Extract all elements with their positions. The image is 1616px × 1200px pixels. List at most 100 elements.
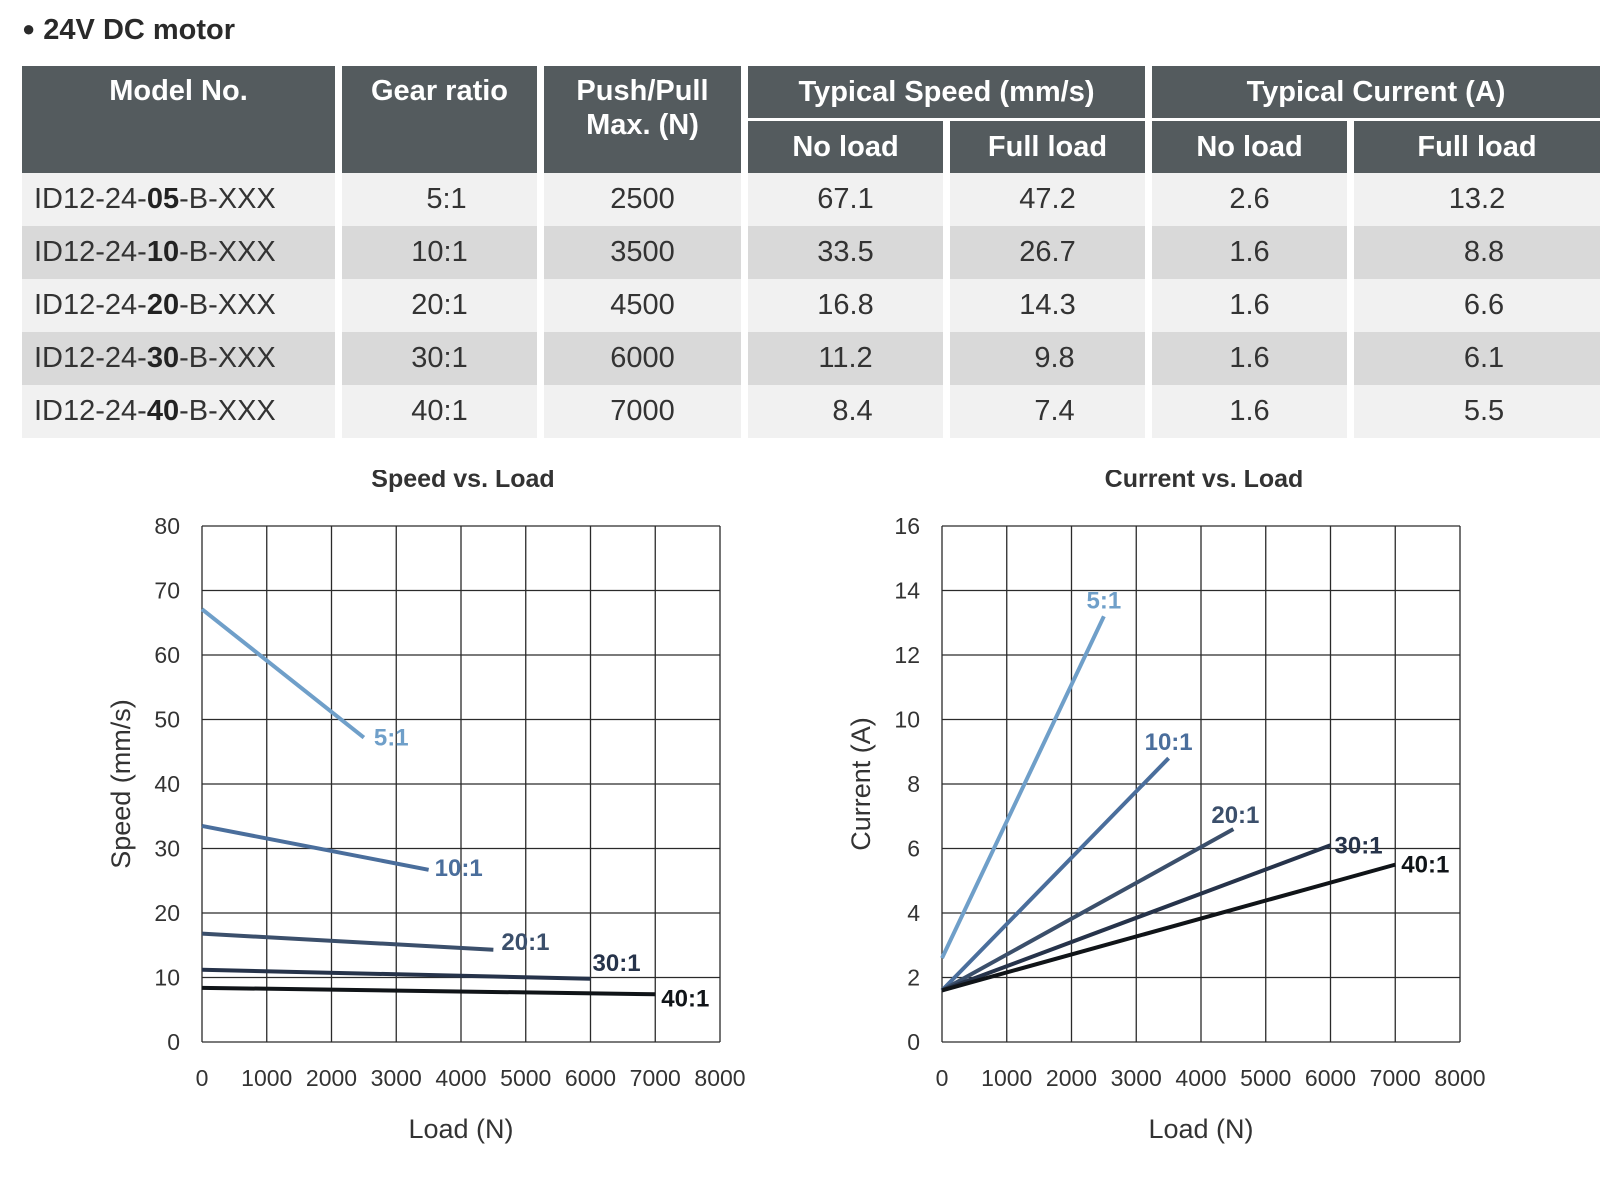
model-suffix: -B-XXX	[179, 183, 276, 215]
y-tick-label: 16	[894, 513, 920, 539]
series-line-5-1	[200, 607, 366, 740]
cell-current-no-load: 1.6	[1152, 385, 1354, 438]
series-label: 10:1	[435, 855, 483, 882]
cell-speed-no-load: 67.1	[748, 173, 950, 226]
y-tick-label: 0	[907, 1029, 920, 1055]
header-current-no-load: No load	[1152, 121, 1354, 173]
model-prefix: ID12-24-	[34, 183, 147, 215]
x-tick-label: 7000	[1370, 1065, 1421, 1091]
model-code: 20	[146, 289, 180, 321]
table-row: ID12-24-40-B-XXX 40:1 7000 8.4 7.4 1.6 5…	[22, 385, 1601, 438]
cell-current-full-load: 13.2	[1354, 173, 1601, 226]
series-line-20-1	[201, 931, 494, 952]
model-prefix: ID12-24-	[34, 289, 147, 321]
cell-current-full-load: 6.6	[1354, 279, 1601, 332]
cell-current-full-load: 6.1	[1354, 332, 1601, 385]
model-suffix: -B-XXX	[179, 342, 276, 374]
x-tick-label: 0	[196, 1065, 209, 1091]
cell-model: ID12-24-20-B-XXX	[22, 279, 342, 332]
model-prefix: ID12-24-	[34, 342, 147, 374]
bullet-icon: ●	[22, 16, 36, 41]
chart-title: Current vs. Load	[1105, 470, 1304, 493]
cell-gear: 10:1	[342, 226, 544, 279]
heading-text: 24V DC motor	[43, 14, 236, 46]
series-line-30-1	[201, 967, 591, 981]
chart-title: Speed vs. Load	[371, 470, 554, 493]
x-tick-label: 2000	[1046, 1065, 1097, 1091]
cell-gear: 20:1	[342, 279, 544, 332]
series-line-30-1	[941, 843, 1332, 993]
y-tick-label: 30	[154, 836, 180, 862]
series-line-40-1	[941, 862, 1396, 993]
series-label: 30:1	[1335, 832, 1383, 859]
cell-push: 7000	[544, 385, 748, 438]
series-label: 30:1	[593, 950, 641, 977]
table-row: ID12-24-05-B-XXX 5:1 2500 67.1 47.2 2.6 …	[22, 173, 1601, 226]
x-tick-label: 4000	[435, 1065, 486, 1091]
header-speed-no-load: No load	[748, 121, 950, 173]
x-tick-label: 8000	[1434, 1065, 1485, 1091]
cell-gear: 5:1	[342, 173, 544, 226]
current-chart: Current vs. Load 0 1000 2000 3000 4000 5000 600…	[780, 470, 1560, 1190]
x-tick-label: 3000	[1111, 1065, 1162, 1091]
y-tick-label: 20	[154, 900, 180, 926]
series-label: 20:1	[501, 929, 549, 956]
x-tick-label: 7000	[630, 1065, 681, 1091]
model-code: 05	[146, 183, 180, 215]
cell-speed-full-load: 14.3	[950, 279, 1152, 332]
x-axis-label: Load (N)	[1148, 1114, 1253, 1144]
cell-speed-no-load: 11.2	[748, 332, 950, 385]
header-push-line2: Max. (N)	[586, 109, 699, 141]
y-tick-label: 70	[154, 578, 180, 604]
section-heading: ● 24V DC motor	[22, 14, 235, 47]
cell-speed-full-load: 9.8	[950, 332, 1152, 385]
header-push-pull: Push/Pull Max. (N)	[544, 66, 748, 173]
cell-current-full-load: 8.8	[1354, 226, 1601, 279]
y-tick-label: 10	[894, 707, 920, 733]
cell-current-full-load: 5.5	[1354, 385, 1601, 438]
y-tick-label: 12	[894, 642, 920, 668]
table-row: ID12-24-30-B-XXX 30:1 6000 11.2 9.8 1.6 …	[22, 332, 1601, 385]
model-prefix: ID12-24-	[34, 395, 147, 427]
cell-model: ID12-24-05-B-XXX	[22, 173, 342, 226]
cell-model: ID12-24-40-B-XXX	[22, 385, 342, 438]
y-tick-label: 60	[154, 642, 180, 668]
cell-speed-full-load: 47.2	[950, 173, 1152, 226]
cell-current-no-load: 1.6	[1152, 226, 1354, 279]
table-row: ID12-24-10-B-XXX 10:1 3500 33.5 26.7 1.6…	[22, 226, 1601, 279]
current-chart-svg: Current vs. Load 0 1000 2000 3000 4000 5000 600…	[846, 470, 1486, 1144]
cell-push: 3500	[544, 226, 748, 279]
cell-model: ID12-24-30-B-XXX	[22, 332, 342, 385]
cell-push: 6000	[544, 332, 748, 385]
cell-speed-no-load: 16.8	[748, 279, 950, 332]
cell-speed-no-load: 8.4	[748, 385, 950, 438]
header-gear-ratio: Gear ratio	[342, 66, 544, 173]
y-tick-label: 14	[894, 578, 920, 604]
series-line-40-1	[201, 985, 656, 997]
header-typical-current: Typical Current (A)	[1152, 66, 1601, 121]
cell-current-no-load: 2.6	[1152, 173, 1354, 226]
x-tick-label: 6000	[1305, 1065, 1356, 1091]
x-tick-label: 3000	[371, 1065, 422, 1091]
series-line-10-1	[940, 756, 1171, 992]
series-line-5-1	[940, 615, 1106, 960]
y-axis-label: Speed (mm/s)	[106, 699, 136, 869]
x-tick-label: 1000	[981, 1065, 1032, 1091]
cell-gear: 40:1	[342, 385, 544, 438]
y-tick-label: 10	[154, 965, 180, 991]
y-tick-label: 8	[907, 771, 920, 797]
x-tick-label: 5000	[1240, 1065, 1291, 1091]
x-tick-label: 1000	[241, 1065, 292, 1091]
model-suffix: -B-XXX	[179, 236, 276, 268]
cell-gear: 30:1	[342, 332, 544, 385]
series-label: 5:1	[374, 725, 409, 752]
cell-speed-full-load: 26.7	[950, 226, 1152, 279]
series-label: 20:1	[1211, 802, 1259, 829]
x-tick-label: 8000	[694, 1065, 745, 1091]
header-push-line1: Push/Pull	[576, 75, 709, 107]
y-tick-label: 40	[154, 771, 180, 797]
y-tick-label: 4	[907, 900, 920, 926]
model-code: 30	[146, 342, 180, 374]
series-line-10-1	[201, 823, 430, 872]
x-tick-label: 6000	[565, 1065, 616, 1091]
